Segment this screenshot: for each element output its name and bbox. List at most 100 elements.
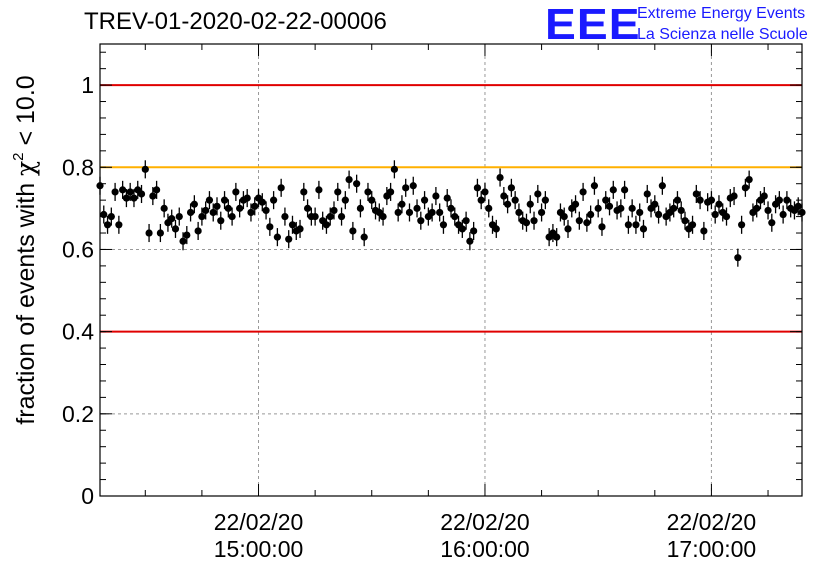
y-tick-label: 0.4 <box>62 319 94 345</box>
data-point <box>466 232 474 251</box>
data-point <box>103 215 112 234</box>
data-point <box>156 223 164 243</box>
data-point <box>730 186 738 206</box>
data-point <box>141 160 149 179</box>
data-point <box>485 199 493 218</box>
x-tick-label-date: 22/02/20 <box>440 509 530 535</box>
marker <box>405 208 414 217</box>
data-point <box>428 203 436 222</box>
data-point <box>409 176 417 195</box>
data-point <box>122 189 131 208</box>
marker <box>541 196 549 204</box>
data-point <box>579 182 587 201</box>
data-point <box>530 211 538 230</box>
data-point <box>330 201 338 220</box>
marker <box>315 186 323 194</box>
data-point <box>477 191 485 210</box>
data-point <box>126 182 134 201</box>
data-point <box>673 191 682 210</box>
marker <box>156 229 164 237</box>
logo-line-2: La Scienza nelle Scuole <box>637 26 808 43</box>
marker <box>700 227 708 235</box>
data-point <box>243 189 251 208</box>
marker <box>537 208 546 217</box>
data-point <box>322 215 331 234</box>
data-point <box>670 199 678 218</box>
marker <box>598 223 606 231</box>
marker <box>224 204 232 212</box>
marker <box>409 182 417 190</box>
marker <box>670 204 678 212</box>
data-point <box>311 207 319 226</box>
data-point <box>288 215 297 234</box>
data-point <box>300 182 308 201</box>
marker <box>130 194 138 202</box>
data-point <box>168 209 176 228</box>
data-point <box>526 195 534 214</box>
marker <box>360 233 368 241</box>
marker <box>534 190 542 198</box>
marker <box>443 194 451 202</box>
data-point <box>741 178 749 197</box>
marker <box>236 204 244 212</box>
marker <box>394 208 402 217</box>
marker <box>579 188 587 196</box>
data-point <box>390 160 398 179</box>
data-point <box>345 170 353 189</box>
data-point <box>270 191 278 210</box>
marker <box>621 186 629 194</box>
marker <box>398 200 406 208</box>
marker <box>145 229 153 237</box>
marker <box>492 225 500 233</box>
marker <box>153 186 161 194</box>
data-point <box>232 182 240 201</box>
data-point <box>326 207 334 226</box>
data-point <box>511 191 519 210</box>
marker <box>764 206 772 215</box>
data-point <box>130 189 138 208</box>
marker <box>760 192 768 200</box>
data-point <box>571 195 580 214</box>
data-point <box>443 189 451 208</box>
marker <box>605 202 614 210</box>
data-point <box>266 217 274 236</box>
data-point <box>515 203 523 222</box>
marker <box>175 212 183 221</box>
marker <box>228 212 236 221</box>
marker <box>654 210 663 219</box>
marker <box>198 212 206 221</box>
marker <box>432 192 440 200</box>
data-point <box>432 186 440 206</box>
marker <box>477 196 485 204</box>
data-point <box>458 219 466 238</box>
data-point <box>700 221 708 241</box>
marker <box>688 221 697 229</box>
marker <box>696 196 704 204</box>
data-point <box>405 203 414 222</box>
marker <box>677 206 685 215</box>
marker <box>202 206 210 215</box>
marker <box>602 196 610 204</box>
marker <box>458 225 466 233</box>
grid-lines <box>100 44 802 496</box>
data-point <box>722 207 731 226</box>
marker <box>658 182 666 190</box>
data-point <box>534 184 542 204</box>
data-point <box>262 201 270 220</box>
marker <box>122 194 131 202</box>
marker <box>715 200 723 208</box>
data-point <box>175 207 183 226</box>
data-point <box>171 219 180 238</box>
data-point <box>753 199 761 218</box>
marker <box>496 173 504 182</box>
data-point <box>481 182 489 201</box>
data-point <box>183 226 191 245</box>
marker <box>232 188 240 196</box>
marker <box>753 204 761 212</box>
data-point <box>281 207 289 226</box>
data-point <box>213 197 221 216</box>
marker <box>507 184 515 192</box>
data-point <box>617 199 625 218</box>
plot-frame <box>99 43 803 497</box>
data-point <box>564 219 572 238</box>
